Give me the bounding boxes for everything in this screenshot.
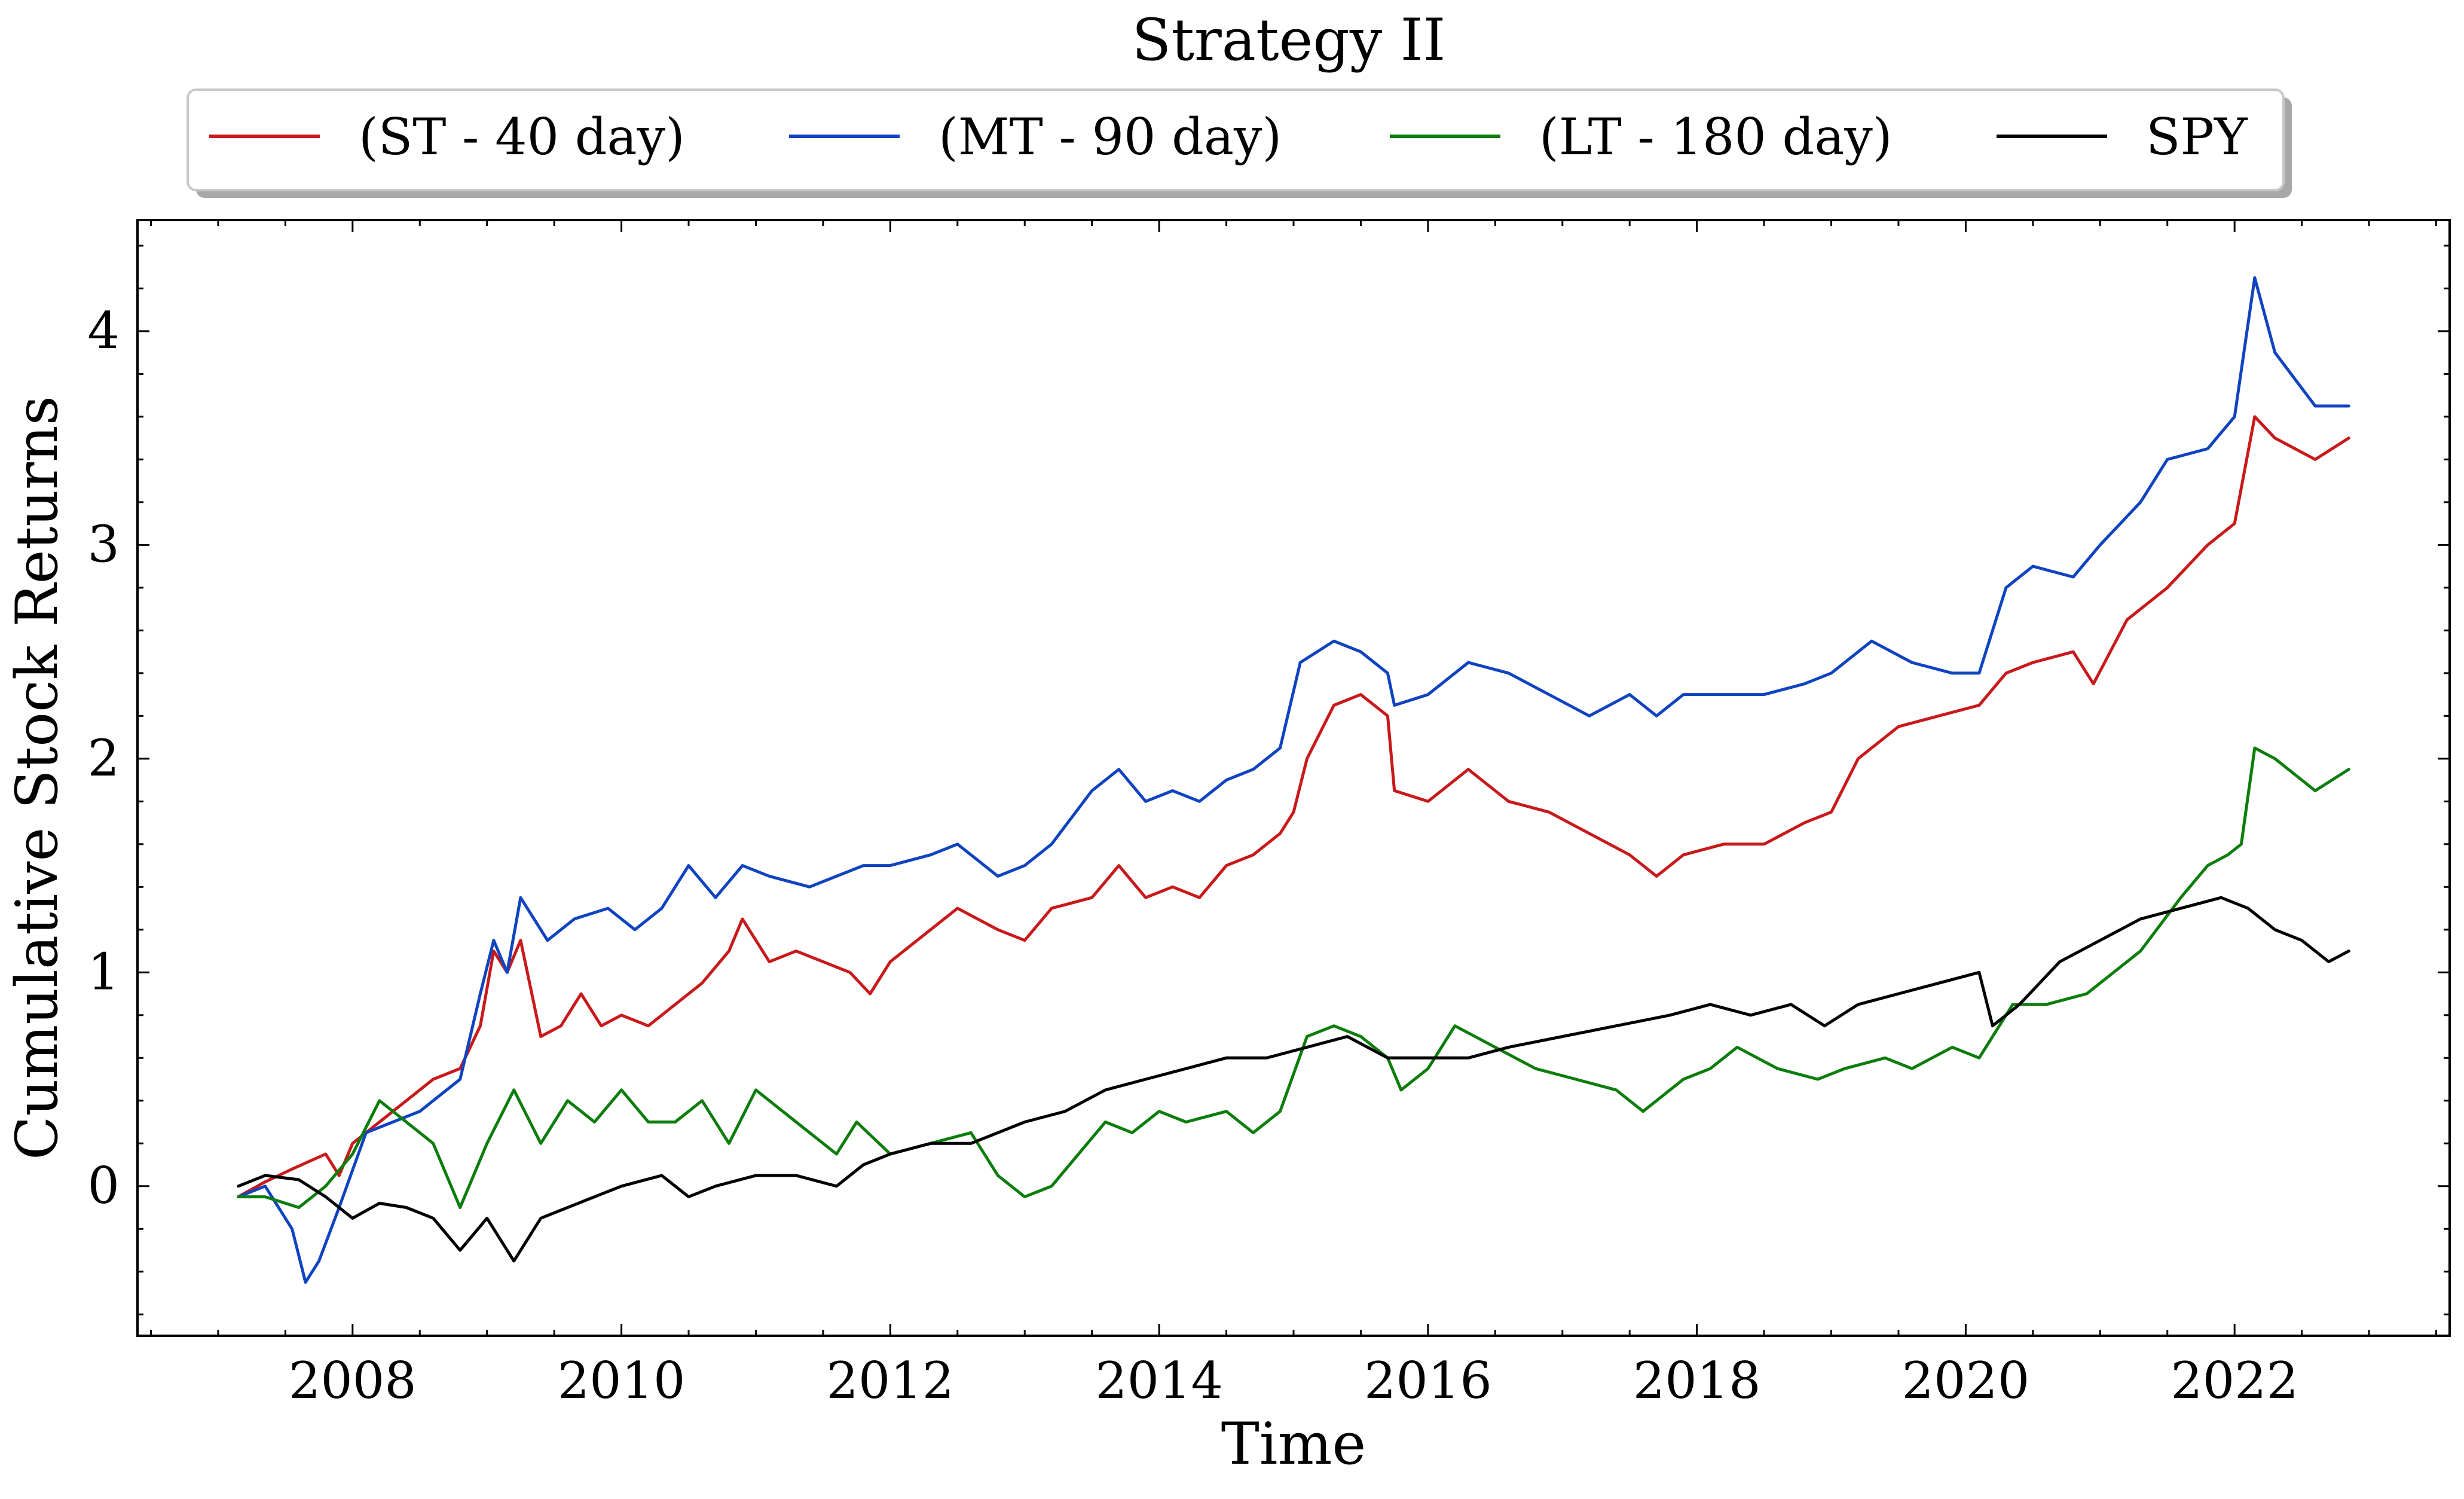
legend-label-0: (ST - 40 day) xyxy=(359,108,685,166)
y-tick-label: 1 xyxy=(88,942,120,1001)
series-line-1 xyxy=(237,276,2350,1284)
x-tick-label: 2020 xyxy=(1902,1351,2030,1410)
x-tick-label: 2014 xyxy=(1095,1351,1223,1410)
legend-label-2: (LT - 180 day) xyxy=(1539,108,1893,166)
plot-frame xyxy=(136,219,2451,1337)
y-axis-label: Cumulative Stock Returns xyxy=(4,396,71,1160)
x-tick-label: 2016 xyxy=(1364,1351,1492,1410)
legend: (ST - 40 day) (MT - 90 day) (LT - 180 day)… xyxy=(187,88,2292,198)
legend-box xyxy=(187,88,2285,191)
series-line-2 xyxy=(237,746,2350,1209)
x-axis-label: Time xyxy=(1221,1411,1366,1477)
y-tick-label: 4 xyxy=(88,301,120,360)
legend-label-1: (MT - 90 day) xyxy=(938,108,1282,166)
series-line-0 xyxy=(237,415,2350,1199)
x-tick-label: 2012 xyxy=(826,1351,954,1410)
chart-title: Strategy II xyxy=(1132,7,1446,74)
x-tick-label: 2008 xyxy=(289,1351,417,1410)
y-tick-label: 3 xyxy=(88,515,120,573)
legend-items: (ST - 40 day) (MT - 90 day) (LT - 180 day)… xyxy=(209,108,2248,166)
x-tick-label: 2010 xyxy=(558,1351,686,1410)
y-tick-label: 0 xyxy=(88,1156,120,1215)
x-tick-label: 2018 xyxy=(1633,1351,1761,1410)
legend-label-3: SPY xyxy=(2146,108,2248,166)
x-tick-label: 2022 xyxy=(2170,1351,2298,1410)
axis-ticks: 2008 2010 2012 2014 2016 2018 2020 2022 0 1 2 3 4 xyxy=(88,220,2450,1410)
series-line-3 xyxy=(237,896,2350,1263)
series-layer xyxy=(237,276,2350,1284)
y-tick-label: 2 xyxy=(88,729,120,787)
